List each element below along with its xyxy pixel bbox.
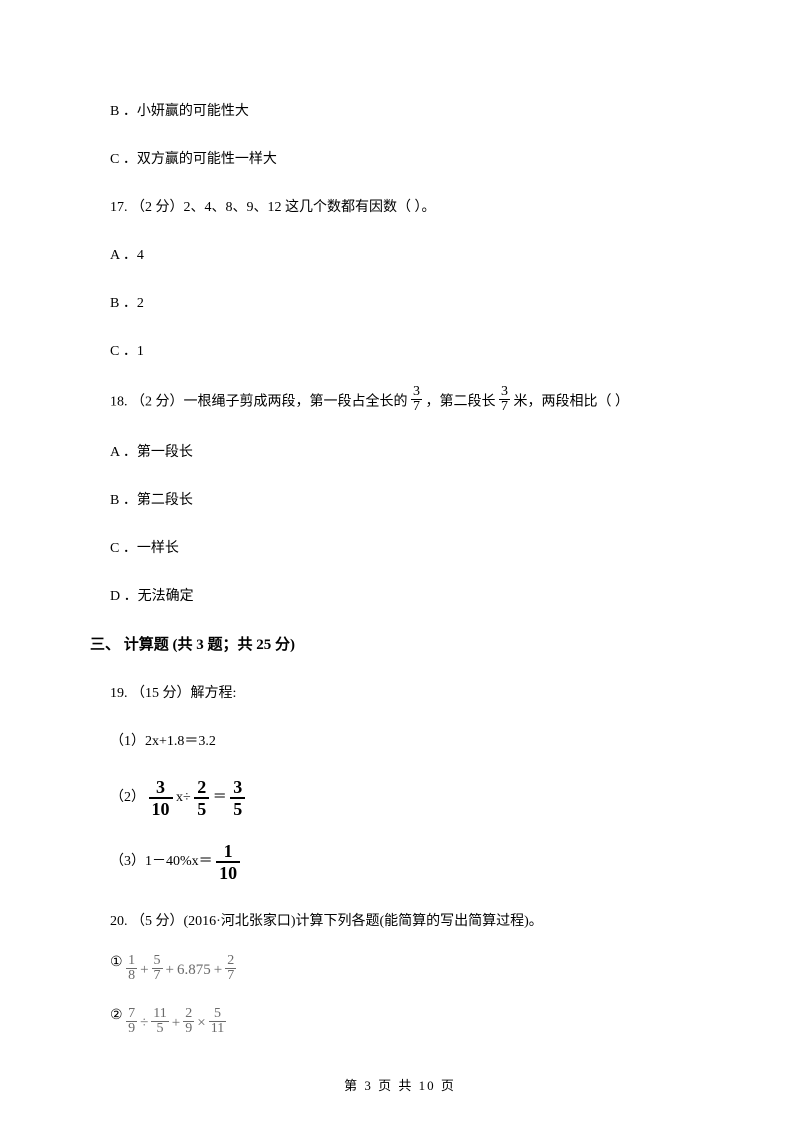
footer-prefix: 第	[344, 1078, 364, 1093]
mid1: x÷	[176, 790, 191, 805]
denominator: 7	[499, 400, 510, 414]
q18-option-c: C ．一样长	[90, 537, 710, 557]
footer-mid: 页 共	[373, 1078, 419, 1093]
q18-option-b: B ．第二段长	[90, 489, 710, 509]
fraction-icon: 2 7	[225, 954, 236, 983]
text: 20. （5 分）(2016·河北张家口)计算下列各题(能简算的写出简算过程)。	[110, 914, 543, 929]
footer-page: 3	[364, 1078, 373, 1093]
numerator: 2	[225, 954, 236, 969]
text: A ．第一段长	[110, 445, 193, 460]
denominator: 8	[126, 969, 137, 983]
label: ②	[110, 1008, 123, 1023]
text: D ．无法确定	[110, 589, 194, 604]
q19-header: 19. （15 分）解方程:	[90, 682, 710, 702]
denominator: 7	[411, 400, 422, 414]
text: 17. （2 分）2、4、8、9、12 这几个数都有因数（ ）。	[110, 200, 436, 215]
denominator: 9	[183, 1022, 194, 1036]
fraction-icon: 5 7	[152, 954, 163, 983]
q17-option-b: B ．2	[90, 292, 710, 312]
prefix: （2）	[110, 790, 145, 805]
numerator: 5	[209, 1007, 226, 1022]
numerator: 3	[499, 385, 510, 400]
q19-part2: （2） 3 10 x÷ 2 5 ＝ 3 5	[90, 778, 710, 818]
q20-expr2: ② 7 9 ÷ 11 5 + 2 9 × 5 11	[90, 1007, 710, 1038]
denominator: 10	[216, 863, 240, 882]
q18-suffix: 米，两段相比（ ）	[514, 395, 630, 410]
text: B ．小妍赢的可能性大	[110, 104, 249, 119]
q17-option-a: A ．4	[90, 244, 710, 264]
fraction-icon: 11 5	[151, 1007, 168, 1036]
numerator: 11	[151, 1007, 168, 1022]
text: B ．第二段长	[110, 493, 193, 508]
fraction-icon: 3 7	[411, 385, 422, 414]
denominator: 7	[152, 969, 163, 983]
fraction-icon: 3 5	[230, 778, 245, 818]
fraction-icon: 7 9	[126, 1007, 137, 1036]
numerator: 2	[183, 1007, 194, 1022]
numerator: 1	[126, 954, 137, 969]
numerator: 3	[149, 778, 173, 799]
denominator: 10	[149, 799, 173, 818]
equation-image: 1 8 + 5 7 + 6.875 + 2 7	[126, 956, 236, 985]
fraction-icon: 2 5	[194, 778, 209, 818]
denominator: 5	[151, 1022, 168, 1036]
mid2: ＝	[213, 790, 231, 805]
fraction-icon: 1 10	[216, 842, 240, 882]
q18-stem: 18. （2 分）一根绳子剪成两段，第一段占全长的 3 7 ，第二段长 3 7 …	[90, 388, 710, 417]
text: A ．4	[110, 248, 144, 263]
numerator: 2	[194, 778, 209, 799]
plus-icon: +	[140, 962, 148, 979]
numerator: 5	[152, 954, 163, 969]
text: 19. （15 分）解方程:	[110, 686, 236, 701]
times-icon: ×	[197, 1015, 205, 1032]
q19-part3: （3）1－40%x＝ 1 10	[90, 842, 710, 882]
text: C ．一样长	[110, 541, 179, 556]
plus-icon: +	[214, 962, 222, 979]
const: 6.875	[177, 962, 211, 979]
plus-icon: +	[172, 1015, 180, 1032]
fraction-icon: 3 7	[499, 385, 510, 414]
q20-expr1: ① 1 8 + 5 7 + 6.875 + 2 7	[90, 954, 710, 985]
q17-stem: 17. （2 分）2、4、8、9、12 这几个数都有因数（ ）。	[90, 196, 710, 216]
prefix: （3）1－40%x＝	[110, 854, 216, 869]
q18-option-d: D ．无法确定	[90, 585, 710, 605]
q18-option-a: A ．第一段长	[90, 441, 710, 461]
text: B ．2	[110, 296, 144, 311]
numerator: 1	[216, 842, 240, 863]
denominator: 5	[194, 799, 209, 818]
text: 三、 计算题 (共 3 题；共 25 分)	[90, 637, 295, 653]
denominator: 11	[209, 1022, 226, 1036]
text: C ．双方赢的可能性一样大	[110, 152, 277, 167]
fraction-icon: 5 11	[209, 1007, 226, 1036]
q16-option-c: C ．双方赢的可能性一样大	[90, 148, 710, 168]
section-3-header: 三、 计算题 (共 3 题；共 25 分)	[90, 633, 710, 654]
plus-icon: +	[166, 962, 174, 979]
fraction-icon: 3 10	[149, 778, 173, 818]
text: C ．1	[110, 344, 144, 359]
numerator: 3	[230, 778, 245, 799]
denominator: 5	[230, 799, 245, 818]
q19-part1: （1）2x+1.8＝3.2	[90, 730, 710, 750]
numerator: 7	[126, 1007, 137, 1022]
q18-prefix: 18. （2 分）一根绳子剪成两段，第一段占全长的	[110, 395, 411, 410]
label: ①	[110, 955, 123, 970]
footer-total: 10	[419, 1078, 436, 1093]
fraction-icon: 1 8	[126, 954, 137, 983]
denominator: 9	[126, 1022, 137, 1036]
q18-mid: ，第二段长	[426, 395, 500, 410]
divide-icon: ÷	[140, 1015, 148, 1032]
q16-option-b: B ．小妍赢的可能性大	[90, 100, 710, 120]
text: （1）2x+1.8＝3.2	[110, 734, 216, 749]
q17-option-c: C ．1	[90, 340, 710, 360]
denominator: 7	[225, 969, 236, 983]
fraction-icon: 2 9	[183, 1007, 194, 1036]
footer-suffix: 页	[436, 1078, 456, 1093]
equation-image: 7 9 ÷ 11 5 + 2 9 × 5 11	[126, 1009, 226, 1038]
page-footer: 第 3 页 共 10 页	[0, 1075, 800, 1094]
q20-header: 20. （5 分）(2016·河北张家口)计算下列各题(能简算的写出简算过程)。	[90, 910, 710, 930]
numerator: 3	[411, 385, 422, 400]
